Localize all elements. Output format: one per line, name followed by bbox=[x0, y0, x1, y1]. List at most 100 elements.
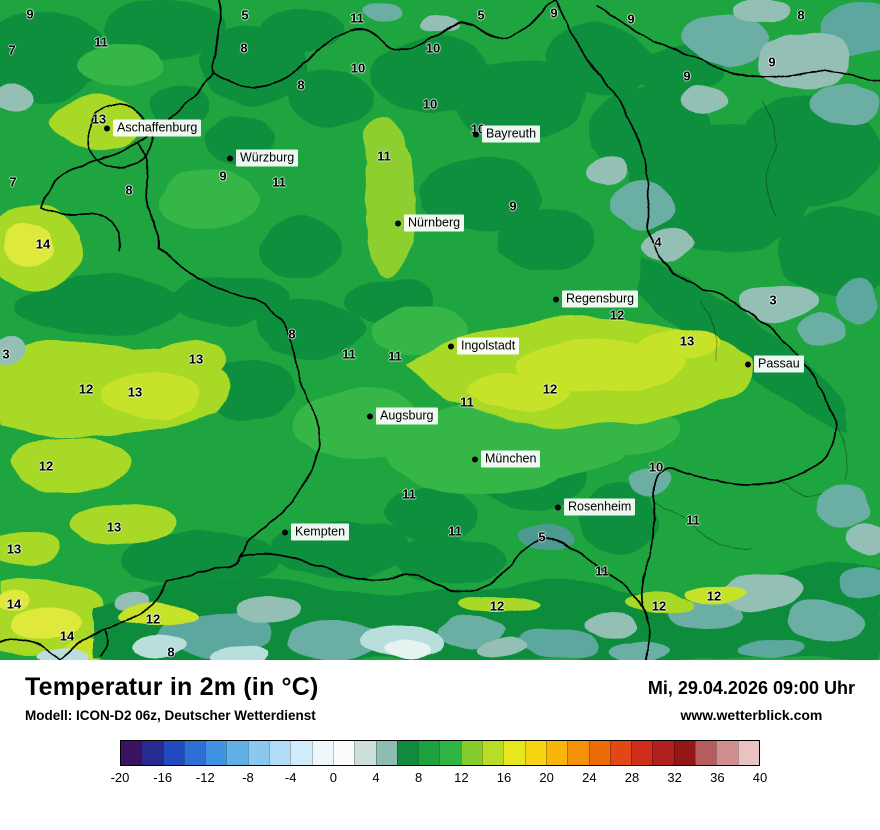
city-label: Nürnberg bbox=[404, 214, 465, 232]
city-dot-icon bbox=[227, 155, 233, 161]
legend-tick-label: 20 bbox=[539, 770, 554, 785]
temperature-value: 13 bbox=[188, 351, 204, 367]
legend-color-segment bbox=[716, 741, 738, 765]
border-lines bbox=[0, 0, 880, 660]
legend-color-segment bbox=[524, 741, 546, 765]
legend-color-segment bbox=[460, 741, 483, 765]
legend-color-segment bbox=[332, 741, 355, 765]
temperature-value: 12 bbox=[706, 588, 722, 604]
temperature-value: 9 bbox=[768, 54, 776, 70]
city-label: Kempten bbox=[291, 523, 350, 541]
city-label: Bayreuth bbox=[482, 125, 541, 143]
legend-bar bbox=[120, 740, 760, 766]
city-marker: Kempten bbox=[282, 523, 350, 541]
city-marker: Ingolstadt bbox=[448, 337, 520, 355]
temperature-value: 13 bbox=[127, 384, 143, 400]
city-dot-icon bbox=[282, 529, 288, 535]
temperature-value: 8 bbox=[125, 182, 133, 198]
website-link[interactable]: www.wetterblick.com bbox=[680, 707, 823, 723]
legend-color-segment bbox=[141, 741, 163, 765]
temperature-value: 8 bbox=[167, 644, 175, 660]
temperature-legend: -20 -16 -12 -8 -4 0 4 8 12 16 20 24 28 32 36 40 bbox=[111, 740, 767, 787]
temperature-value: 8 bbox=[240, 40, 248, 56]
temperature-value: 13 bbox=[91, 111, 107, 127]
city-marker: München bbox=[472, 450, 541, 468]
city-marker: Würzburg bbox=[227, 149, 299, 167]
temperature-value: 11 bbox=[595, 563, 609, 579]
legend-color-segment bbox=[311, 741, 333, 765]
legend-color-segment bbox=[503, 741, 525, 765]
city-marker: Regensburg bbox=[553, 290, 639, 308]
city-dot-icon bbox=[448, 343, 454, 349]
legend-tick-label: 32 bbox=[667, 770, 682, 785]
city-label: München bbox=[481, 450, 541, 468]
temp-layer: 9 5 11 5 9 9 8 7 11 8 10 10 9 9 8 10 13 10 11 9 11 8 7 14 9 4 8 3 12… bbox=[2, 5, 805, 660]
legend-color-segment bbox=[247, 741, 270, 765]
temperature-value: 13 bbox=[6, 541, 22, 557]
legend-color-segment bbox=[375, 741, 397, 765]
legend-color-segment bbox=[205, 741, 227, 765]
city-dot-icon bbox=[395, 220, 401, 226]
temperature-value: 11 bbox=[402, 486, 416, 502]
legend-tick-label: 4 bbox=[372, 770, 380, 785]
legend-color-segment bbox=[226, 741, 248, 765]
temperature-value: 7 bbox=[9, 174, 17, 190]
temperature-value: 11 bbox=[94, 34, 108, 50]
city-label: Rosenheim bbox=[564, 498, 636, 516]
city-label: Aschaffenburg bbox=[113, 119, 202, 137]
temperature-value: 5 bbox=[241, 7, 249, 23]
city-label: Passau bbox=[754, 355, 804, 373]
temperature-value: 10 bbox=[350, 60, 366, 76]
temperature-value: 14 bbox=[59, 628, 75, 644]
city-dot-icon bbox=[473, 131, 479, 137]
temperature-value: 10 bbox=[422, 96, 438, 112]
legend-color-segment bbox=[652, 741, 674, 765]
legend-tick-label: -20 bbox=[110, 770, 130, 785]
legend-color-segment bbox=[609, 741, 632, 765]
temperature-value: 3 bbox=[769, 292, 777, 308]
legend-color-segment bbox=[290, 741, 312, 765]
legend-tick-label: 40 bbox=[752, 770, 768, 785]
legend-tick-label: 12 bbox=[454, 770, 469, 785]
temperature-value: 8 bbox=[288, 326, 296, 342]
map-footer: Temperatur in 2m (in °C) Modell: ICON-D2… bbox=[0, 660, 880, 830]
temperature-value: 11 bbox=[342, 346, 356, 362]
temperature-value: 9 bbox=[26, 6, 34, 22]
temperature-value: 9 bbox=[550, 5, 558, 21]
temperature-value: 11 bbox=[460, 394, 474, 410]
city-marker: Passau bbox=[745, 355, 804, 373]
city-label: Würzburg bbox=[236, 149, 299, 167]
temperature-value: 11 bbox=[388, 348, 402, 364]
temperature-value: 11 bbox=[686, 512, 700, 528]
legend-color-segment bbox=[673, 741, 696, 765]
temperature-value: 5 bbox=[477, 7, 485, 23]
legend-tick-label: -16 bbox=[153, 770, 173, 785]
legend-color-segment bbox=[567, 741, 589, 765]
temperature-value: 12 bbox=[651, 598, 667, 614]
city-label: Augsburg bbox=[376, 407, 438, 425]
legend-color-segment bbox=[588, 741, 610, 765]
city-dot-icon bbox=[553, 296, 559, 302]
temperature-value: 9 bbox=[509, 198, 517, 214]
temperature-value: 8 bbox=[797, 7, 805, 23]
temperature-value: 11 bbox=[350, 10, 364, 26]
temperature-value: 7 bbox=[8, 42, 16, 58]
temperature-value: 13 bbox=[106, 519, 122, 535]
temperature-value: 9 bbox=[627, 11, 635, 27]
city-label: Regensburg bbox=[562, 290, 639, 308]
weather-map: 9 5 11 5 9 9 8 7 11 8 10 10 9 9 8 10 13 10 11 9 11 8 7 14 9 4 8 3 12… bbox=[0, 0, 880, 660]
city-dot-icon bbox=[555, 504, 561, 510]
city-layer: Aschaffenburg Würzburg Nürnberg Bayreuth Reg… bbox=[104, 119, 804, 541]
legend-tick-label: 8 bbox=[415, 770, 423, 785]
city-label: Ingolstadt bbox=[457, 337, 520, 355]
legend-color-segment bbox=[545, 741, 568, 765]
model-info: Modell: ICON-D2 06z, Deutscher Wetterdie… bbox=[25, 708, 316, 723]
temperature-value: 12 bbox=[489, 598, 505, 614]
legend-tick-label: -4 bbox=[284, 770, 297, 785]
temperature-value: 12 bbox=[78, 381, 94, 397]
legend-color-segment bbox=[418, 741, 440, 765]
temperature-value: 3 bbox=[2, 346, 10, 362]
temperature-value: 9 bbox=[683, 68, 691, 84]
temperature-value: 13 bbox=[679, 333, 695, 349]
legend-tick-label: 28 bbox=[624, 770, 640, 785]
